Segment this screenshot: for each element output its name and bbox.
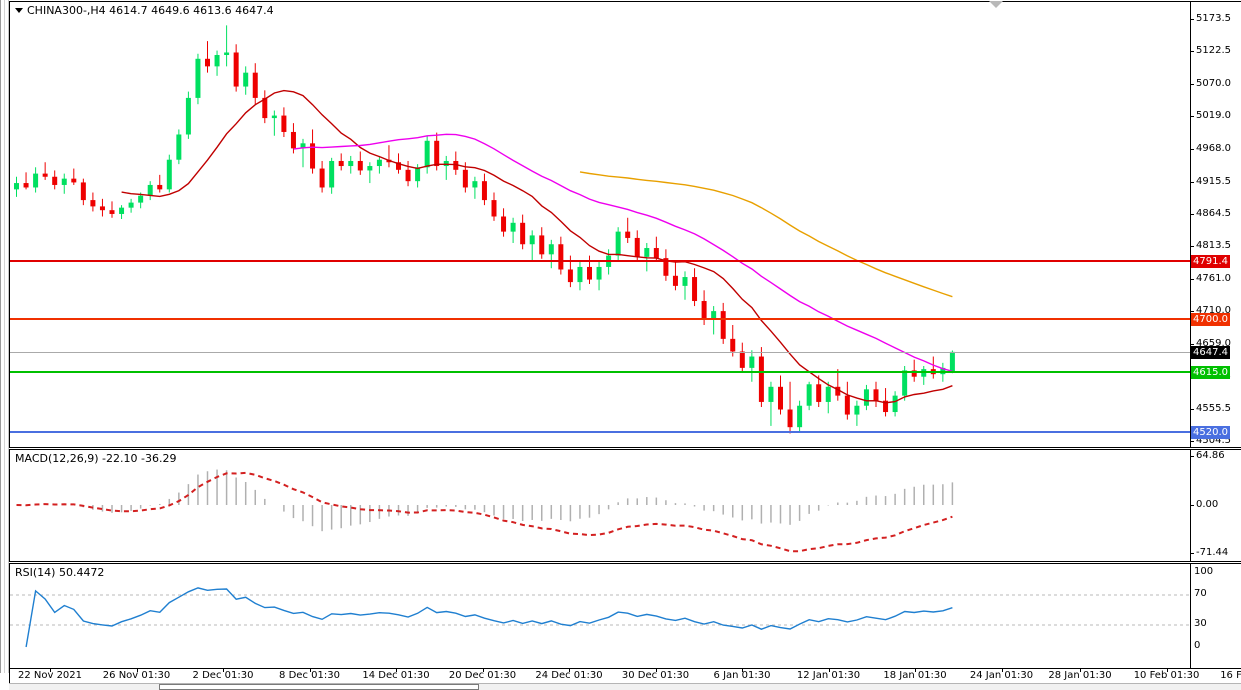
macd-legend: MACD(12,26,9) -22.10 -36.29 <box>15 452 177 465</box>
current-price-label[interactable]: 4647.4 <box>1191 345 1230 359</box>
price-panel-legend: CHINA300-,H4 4614.7 4649.6 4613.6 4647.4 <box>15 5 274 17</box>
price-tick-label: 4813.5 <box>1196 240 1231 252</box>
macd-tick-label: 0.00 <box>1196 499 1219 510</box>
price-tick-label: 5070.0 <box>1196 78 1231 90</box>
horizontal-scrollbar[interactable] <box>9 683 1241 690</box>
price-plot-area[interactable] <box>10 2 1190 447</box>
rsi-tick-label: 70 <box>1194 588 1207 599</box>
line-4700[interactable] <box>10 317 1190 320</box>
line-current[interactable] <box>10 351 1190 353</box>
moving-average-line <box>121 89 953 404</box>
price-tick-label: 5019.0 <box>1196 110 1231 122</box>
support-4615-label[interactable]: 4615.0 <box>1191 366 1230 380</box>
macd-tick-label: -71.44 <box>1196 547 1229 558</box>
time-axis-label: 24 Jan 01:30 <box>969 670 1034 681</box>
time-axis-tick <box>309 669 311 672</box>
time-axis-label: 10 Feb 01:30 <box>1133 670 1200 681</box>
price-tick-label: 4864.5 <box>1196 207 1231 219</box>
time-axis-label: 30 Dec 01:30 <box>621 670 690 681</box>
rsi-line <box>25 587 953 648</box>
price-tick-label: 4555.5 <box>1196 402 1231 414</box>
price-tick-label: 5173.5 <box>1196 13 1231 24</box>
time-axis-tick <box>742 669 743 672</box>
rsi-tick-label: 100 <box>1194 566 1214 577</box>
time-axis-tick <box>396 669 397 672</box>
time-axis-tick <box>482 669 484 672</box>
time-axis-tick <box>50 669 51 672</box>
chart-top-marker <box>989 1 1003 8</box>
macd-panel[interactable]: MACD(12,26,9) -22.10 -36.29 64.86 0.00 -71… <box>9 449 1241 562</box>
time-axis-tick <box>223 669 224 672</box>
line-4791[interactable] <box>10 260 1190 263</box>
price-panel[interactable]: CHINA300-,H4 4614.7 4649.6 4613.6 4647.4… <box>9 1 1241 448</box>
time-axis-tick <box>1001 669 1003 672</box>
time-axis-tick <box>655 669 657 672</box>
moving-average-line <box>579 171 953 298</box>
time-axis-label: 8 Dec 01:30 <box>279 670 340 681</box>
price-tick-label: 4915.5 <box>1196 175 1231 187</box>
price-tick-label: 4761.0 <box>1196 273 1231 285</box>
time-axis-label: 2 Dec 01:30 <box>192 670 254 681</box>
time-axis-tick <box>915 669 916 672</box>
line-4615[interactable] <box>10 371 1190 374</box>
time-axis-tick <box>1080 669 1081 672</box>
symbol-dropdown-icon[interactable] <box>15 7 23 13</box>
price-tick-label: 4710.0 <box>1196 305 1231 317</box>
window-left-frame <box>0 0 9 673</box>
line-4520[interactable] <box>10 431 1190 434</box>
rsi-plot-area[interactable] <box>10 564 1191 668</box>
rsi-tick-label: 0 <box>1194 640 1201 651</box>
time-axis-label: 20 Dec 01:30 <box>448 670 517 681</box>
time-axis-tick <box>569 669 570 672</box>
time-axis-label: 6 Jan 01:30 <box>713 670 771 681</box>
macd-tick-label: 64.86 <box>1196 450 1225 461</box>
resistance-4700-label[interactable]: 4700.0 <box>1191 312 1230 326</box>
candlestick-series <box>14 25 955 434</box>
scrollbar-thumb[interactable] <box>159 684 479 690</box>
macd-plot-area[interactable] <box>10 450 1191 561</box>
time-axis-label: 28 Jan 01:30 <box>1048 670 1112 681</box>
time-axis[interactable]: 22 Nov 2021 26 Nov 01:30 2 Dec 01:30 8 Dec … <box>9 669 1241 683</box>
rsi-panel[interactable]: RSI(14) 50.4472 100 70 30 0 <box>9 563 1241 669</box>
time-axis-label: 18 Jan 01:30 <box>883 670 947 681</box>
support-4520-label[interactable]: 4520.0 <box>1191 426 1230 440</box>
resistance-4791-label[interactable]: 4791.4 <box>1191 255 1230 269</box>
price-legend-text: CHINA300-,H4 4614.7 4649.6 4613.6 4647.4 <box>27 4 274 17</box>
time-axis-label: 22 Nov 2021 <box>17 670 83 681</box>
time-axis-label: 24 Dec 01:30 <box>535 670 603 681</box>
rsi-legend: RSI(14) 50.4472 <box>15 566 105 579</box>
rsi-tick-label: 30 <box>1194 618 1207 629</box>
price-tick-label: 5122.5 <box>1196 45 1231 57</box>
price-axis[interactable]: 5173.5 5122.5 5070.0 5019.0 4968.0 4915.5 4864… <box>1190 2 1241 447</box>
price-tick-label: 4968.0 <box>1196 142 1231 154</box>
price-tick-label: 4659.0 <box>1196 337 1231 349</box>
macd-series <box>16 469 954 553</box>
moving-average-line <box>293 133 953 372</box>
time-axis-tick <box>136 669 138 672</box>
time-axis-label: 14 Dec 01:30 <box>362 670 430 681</box>
macd-axis: 64.86 0.00 -71.44 <box>1190 450 1241 561</box>
rsi-series <box>10 587 1191 648</box>
time-axis-tick <box>1166 669 1168 672</box>
time-axis-label: 26 Nov 01:30 <box>102 670 171 681</box>
rsi-axis: 100 70 30 0 <box>1190 564 1241 668</box>
time-axis-label: 12 Jan 01:30 <box>796 670 861 681</box>
macd-signal-line <box>16 471 953 553</box>
time-axis-label: 16 Feb 01:30 <box>1220 670 1241 681</box>
time-axis-tick <box>828 669 830 672</box>
price-tick-label: 4504.5 <box>1196 435 1231 446</box>
